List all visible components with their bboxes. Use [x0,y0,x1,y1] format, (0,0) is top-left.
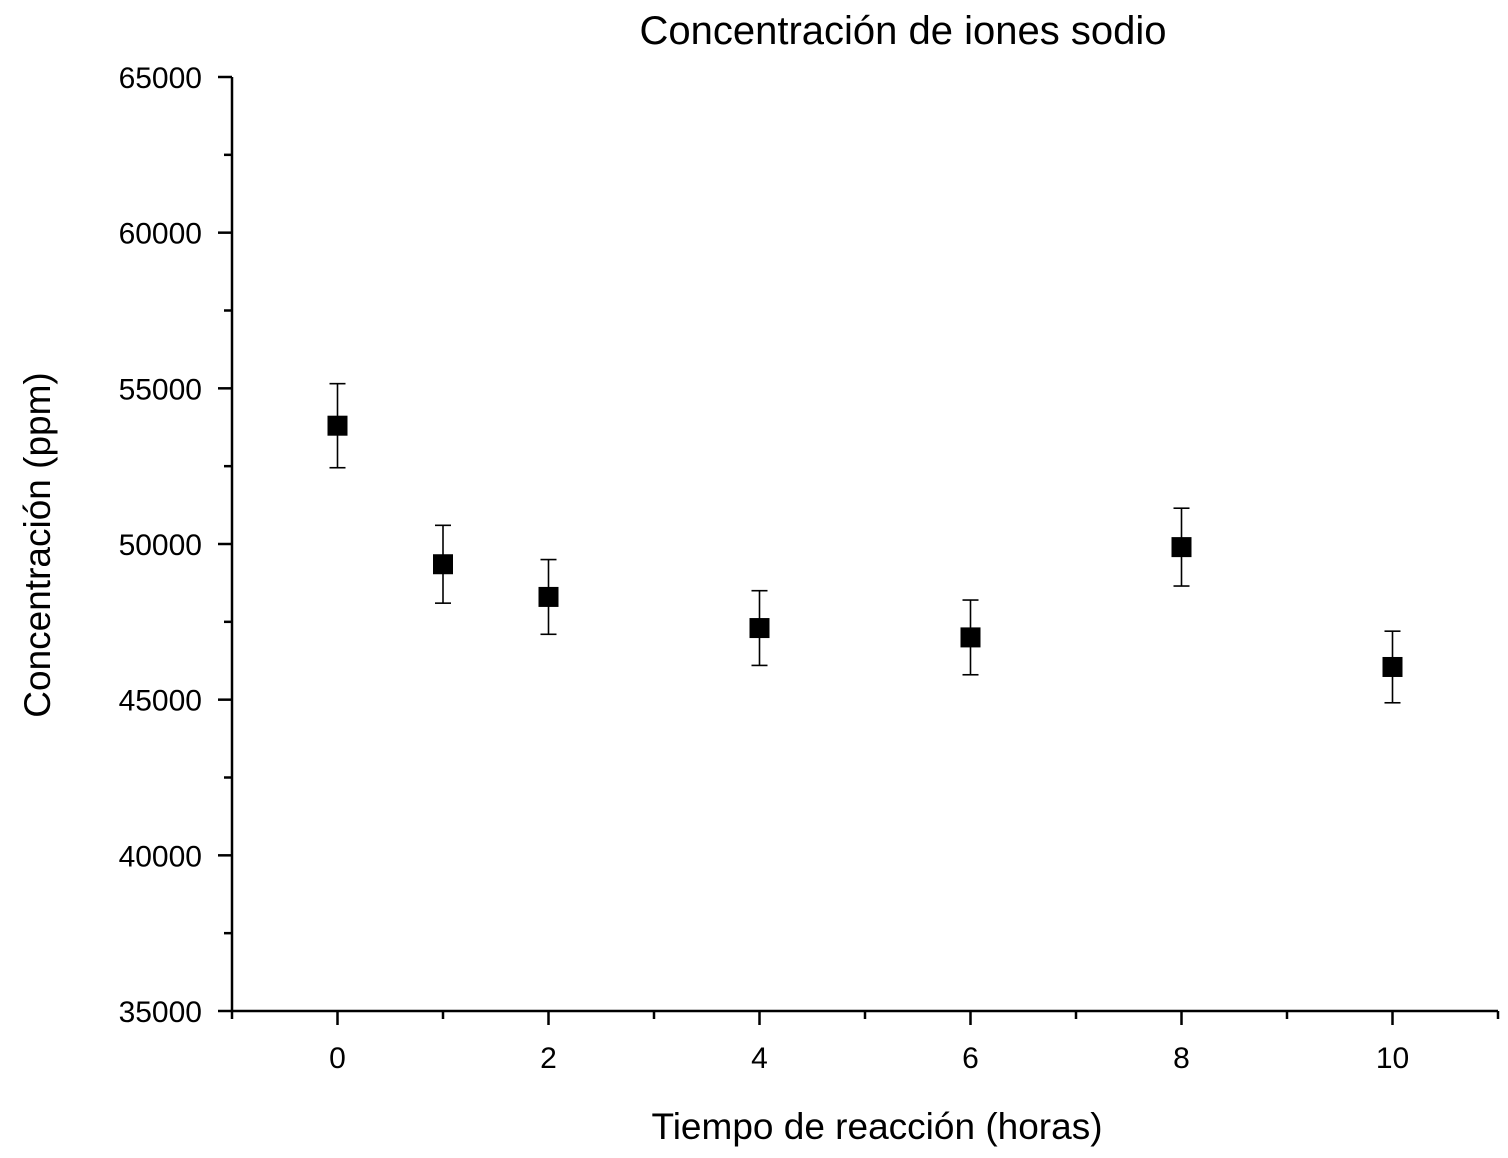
y-tick-label: 35000 [119,996,202,1029]
data-point [749,589,770,667]
x-tick-label: 4 [751,1042,768,1075]
y-tick-label: 50000 [119,529,202,562]
square-marker [433,554,453,575]
data-points [327,382,1403,704]
x-tick-label: 2 [540,1042,557,1075]
data-point [327,382,348,469]
axis-ticks: 35000 40000 45000 50000 55000 60000 65000 0 2 4 6 8… [119,62,1500,1075]
x-tick-label: 8 [1173,1042,1190,1075]
y-tick-label: 45000 [119,685,202,718]
data-point [960,599,981,676]
square-marker [327,415,348,436]
y-tick-label: 60000 [119,218,202,251]
x-tick-label: 10 [1376,1042,1409,1075]
square-marker [1382,656,1403,677]
square-marker [960,627,981,648]
square-marker [1171,537,1192,558]
x-tick-label: 6 [962,1042,979,1075]
square-marker [538,586,559,607]
data-point [538,558,559,636]
chart-title: Concentración de iones sodio [639,9,1166,53]
y-tick-label: 55000 [119,373,202,406]
data-point [433,524,453,604]
y-axis-label: Concentración (ppm) [17,372,58,717]
x-tick-label: 0 [329,1042,346,1075]
square-marker [749,618,770,639]
y-tick-label: 40000 [119,840,202,873]
data-point [1382,630,1403,704]
x-axis-label: Tiempo de reacción (horas) [651,1106,1102,1147]
data-point [1171,507,1192,587]
y-tick-label: 65000 [119,62,202,95]
